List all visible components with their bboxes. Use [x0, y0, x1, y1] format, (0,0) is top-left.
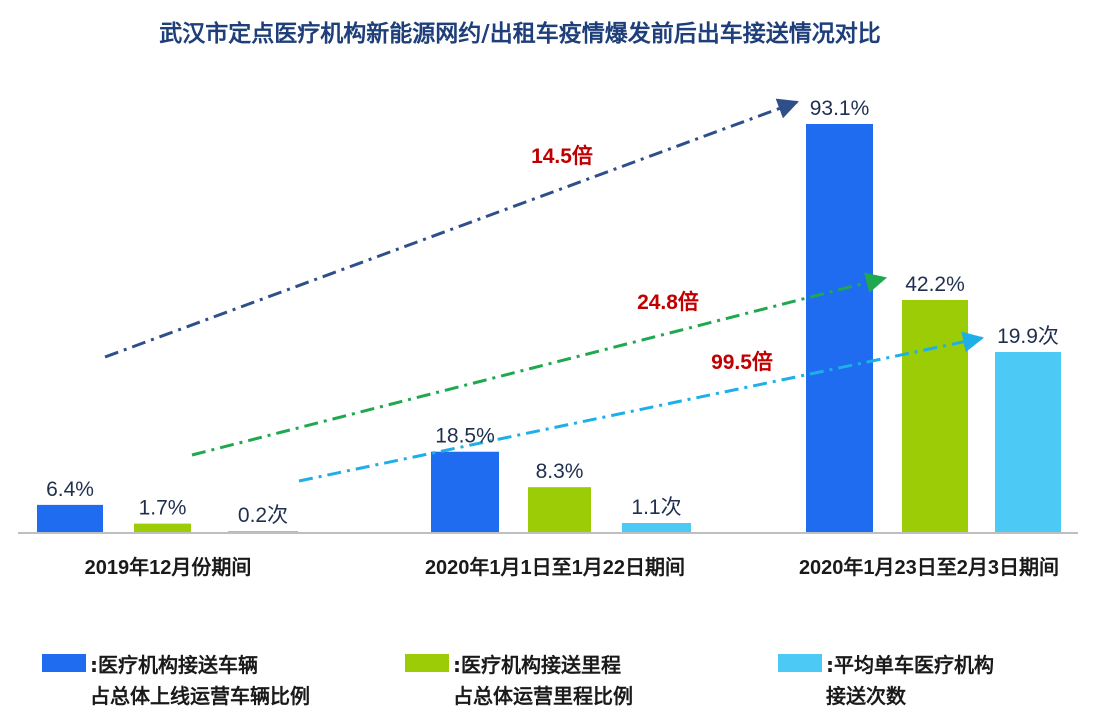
legend-item-1: :医疗机构接送车辆 占总体上线运营车辆比例	[42, 650, 310, 712]
data-label-series3-cat1: 0.2次	[238, 504, 288, 527]
growth-label-series2: 24.8倍	[637, 290, 699, 314]
growth-arrow-series2	[191, 272, 888, 457]
legend-label: :医疗机构接送车辆 占总体上线运营车辆比例	[90, 653, 310, 708]
data-label-series2-cat2: 8.3%	[536, 460, 584, 483]
legend-item-3: :平均单车医疗机构 接送次数	[778, 650, 994, 712]
bar-series2-cat1	[134, 523, 191, 533]
bar-series2-cat2	[528, 487, 591, 533]
legend-swatch	[405, 654, 449, 672]
growth-arrow-series1	[104, 98, 799, 359]
category-label-1: 2019年12月份期间	[85, 555, 252, 579]
bar-series1-cat3	[806, 124, 873, 533]
data-label-series2-cat3: 42.2%	[905, 273, 965, 296]
bar-series3-cat2	[622, 522, 691, 533]
category-label-2: 2020年1月1日至1月22日期间	[425, 555, 685, 579]
growth-label-series1: 14.5倍	[531, 144, 593, 168]
data-label-series3-cat2: 1.1次	[631, 496, 681, 519]
growth-arrow-series3	[298, 331, 985, 483]
bar-series1-cat2	[431, 451, 499, 533]
bar-series2-cat3	[902, 300, 968, 533]
data-label-series1-cat2: 18.5%	[435, 425, 495, 448]
data-label-series1-cat3: 93.1%	[810, 97, 870, 120]
category-label-3: 2020年1月23日至2月3日期间	[799, 555, 1059, 579]
bar-series3-cat3	[995, 352, 1061, 533]
data-label-series1-cat1: 6.4%	[46, 478, 94, 501]
growth-label-series3: 99.5倍	[711, 350, 773, 374]
legend-item-2: :医疗机构接送里程 占总体运营里程比例	[405, 650, 633, 712]
legend-label: :医疗机构接送里程 占总体运营里程比例	[453, 653, 633, 708]
legend-swatch	[42, 654, 86, 672]
legend-swatch	[778, 654, 822, 672]
chart-title: 武汉市定点医疗机构新能源网约/出租车疫情爆发前后出车接送情况对比	[159, 21, 881, 47]
data-label-series3-cat3: 19.9次	[997, 325, 1059, 348]
legend-label: :平均单车医疗机构 接送次数	[826, 653, 994, 708]
bar-series1-cat1	[37, 504, 103, 533]
data-label-series2-cat1: 1.7%	[139, 497, 187, 520]
